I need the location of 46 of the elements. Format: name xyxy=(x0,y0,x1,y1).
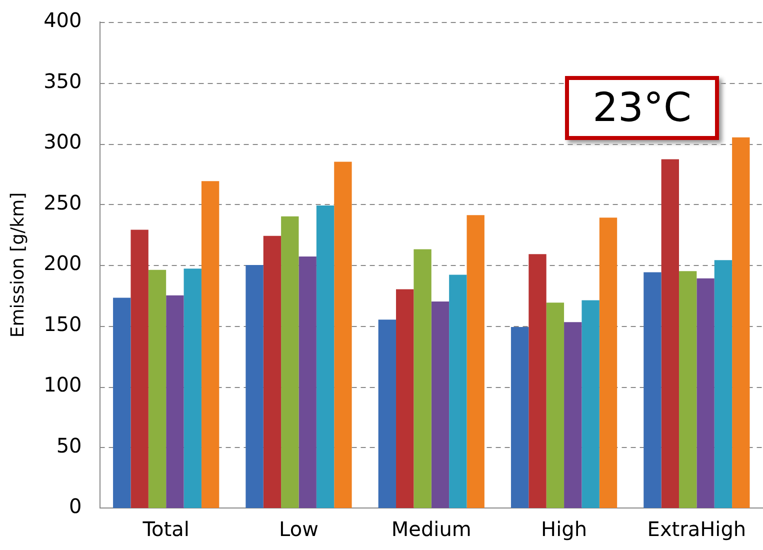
y-tick-label: 200 xyxy=(44,251,82,276)
y-tick-label: 350 xyxy=(44,68,82,93)
bar xyxy=(510,326,529,508)
y-tick-label: 100 xyxy=(44,372,82,397)
y-axis-title: Emission [g/km] xyxy=(7,192,28,338)
bar xyxy=(113,298,131,508)
bar xyxy=(148,270,166,508)
y-tick-label: 0 xyxy=(69,494,82,518)
bar xyxy=(431,301,450,508)
x-tick-label: ExtraHigh xyxy=(647,517,746,542)
bar xyxy=(316,205,334,508)
x-tick-label: High xyxy=(541,517,588,542)
bar xyxy=(696,278,714,508)
bar xyxy=(661,159,679,508)
bar xyxy=(449,274,467,508)
bar xyxy=(644,272,662,508)
bar xyxy=(246,265,264,508)
y-tick-label: 150 xyxy=(44,312,82,336)
bar xyxy=(201,181,220,508)
bar xyxy=(582,300,600,508)
bar xyxy=(528,254,546,508)
y-tick-label: 300 xyxy=(44,130,82,154)
bar xyxy=(564,322,582,508)
bar xyxy=(298,256,316,508)
bar xyxy=(281,216,299,508)
y-tick-label: 50 xyxy=(56,433,82,458)
bar xyxy=(184,268,202,508)
bar xyxy=(378,320,396,508)
bar xyxy=(732,137,750,508)
y-tick-label: 400 xyxy=(44,8,82,32)
x-tick-label: Medium xyxy=(391,517,472,542)
annotation: 23°C xyxy=(565,76,719,140)
bar xyxy=(714,260,732,508)
bar xyxy=(166,295,184,508)
x-tick-label: Total xyxy=(142,517,190,542)
bar xyxy=(263,236,282,508)
bar xyxy=(334,162,352,508)
bar xyxy=(130,230,148,508)
bar xyxy=(466,215,484,508)
bar xyxy=(599,218,618,508)
bar xyxy=(546,302,564,508)
bar xyxy=(678,271,697,508)
bar xyxy=(414,249,432,508)
y-tick-label: 250 xyxy=(44,190,82,214)
x-tick-label: Low xyxy=(279,517,318,542)
bar xyxy=(396,289,414,508)
